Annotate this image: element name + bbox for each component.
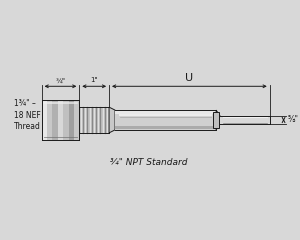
Bar [69,100,74,140]
Bar [42,100,47,140]
Bar [58,100,63,140]
Text: U: U [185,73,194,83]
Bar [52,100,58,140]
Text: 1¾" –
18 NEF
Thread: 1¾" – 18 NEF Thread [14,99,41,131]
Bar [79,107,109,133]
Text: 1": 1" [90,77,98,83]
Bar [74,100,79,140]
Bar [47,100,52,140]
Bar [213,112,219,128]
Bar [63,100,69,140]
Bar [115,110,216,130]
Polygon shape [115,126,216,129]
Polygon shape [216,110,220,130]
Bar [42,100,79,140]
Polygon shape [109,107,115,133]
Polygon shape [115,111,216,114]
Text: ¾" NPT Standard: ¾" NPT Standard [110,158,188,167]
Text: ¾": ¾" [56,77,65,83]
Bar [220,116,270,124]
Text: ⅝": ⅝" [287,115,298,125]
